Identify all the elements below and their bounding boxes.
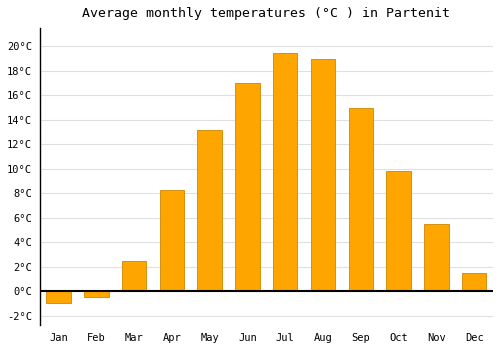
Title: Average monthly temperatures (°C ) in Partenit: Average monthly temperatures (°C ) in Pa… [82,7,450,20]
Bar [198,130,222,291]
Bar [122,260,146,291]
Bar [84,291,108,297]
Bar [160,190,184,291]
Bar [462,273,486,291]
Bar [235,83,260,291]
Bar [386,171,411,291]
Bar [273,52,297,291]
Bar [310,59,336,291]
Bar [46,291,71,303]
Bar [348,107,373,291]
Bar [424,224,448,291]
